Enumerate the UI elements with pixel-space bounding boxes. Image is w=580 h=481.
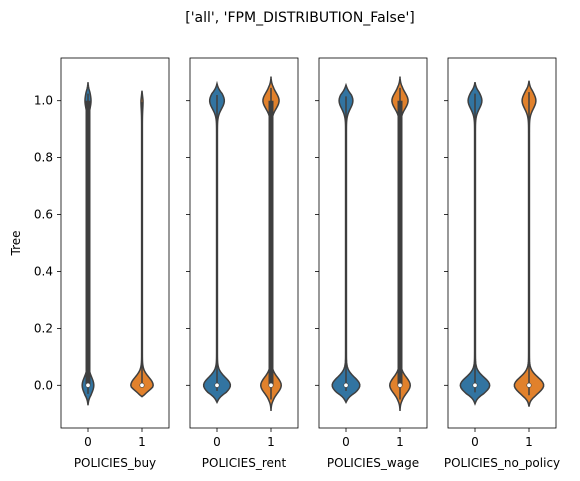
x-tick-label: 1 <box>267 435 275 449</box>
panel-frame <box>447 57 557 429</box>
violin-median-0 <box>343 382 349 388</box>
panel-2: 0 1 POLICIES_rent <box>186 57 299 470</box>
x-tick-label: 1 <box>138 435 146 449</box>
y-tick-label: 0.8 <box>34 151 53 165</box>
panel-4: 0 1 POLICIES_no_policy <box>444 57 560 470</box>
violin-median-1 <box>526 382 532 388</box>
violin-median-1 <box>139 382 145 388</box>
x-tick-label: 1 <box>396 435 404 449</box>
panel-1: 0 1 POLICIES_buy 0.0 0.2 0.4 0.6 0.8 1.0 <box>34 57 170 470</box>
y-tick-label: 0.2 <box>34 321 53 335</box>
x-tick-label: 0 <box>84 435 92 449</box>
panel-frame <box>60 57 170 429</box>
x-tick-label: 0 <box>471 435 479 449</box>
y-tick-label: 0.4 <box>34 264 53 278</box>
violin-median-0 <box>472 382 478 388</box>
violin-median-1 <box>268 382 274 388</box>
y-tick-label: 0.0 <box>34 378 53 392</box>
x-axis-label: POLICIES_no_policy <box>444 456 560 470</box>
figure-suptitle: ['all', 'FPM_DISTRIBUTION_False'] <box>185 10 415 26</box>
violin-median-0 <box>85 382 91 388</box>
panel-frame <box>189 57 299 429</box>
panels-group: 0 1 POLICIES_buy 0.0 0.2 0.4 0.6 0.8 1.0 0 1 POLICI… <box>34 57 560 470</box>
x-axis-label: POLICIES_buy <box>74 456 156 470</box>
x-axis-label: POLICIES_rent <box>202 456 287 470</box>
violin-median-1 <box>397 382 403 388</box>
x-tick-label: 0 <box>213 435 221 449</box>
panel-3: 0 1 POLICIES_wage <box>315 57 428 470</box>
x-tick-label: 1 <box>525 435 533 449</box>
x-tick-label: 0 <box>342 435 350 449</box>
y-tick-label: 0.6 <box>34 208 53 222</box>
y-tick-label: 1.0 <box>34 94 53 108</box>
x-axis-label: POLICIES_wage <box>327 456 419 470</box>
y-axis-label: Tree <box>9 230 23 256</box>
violin-median-0 <box>214 382 220 388</box>
panel-frame <box>318 57 428 429</box>
